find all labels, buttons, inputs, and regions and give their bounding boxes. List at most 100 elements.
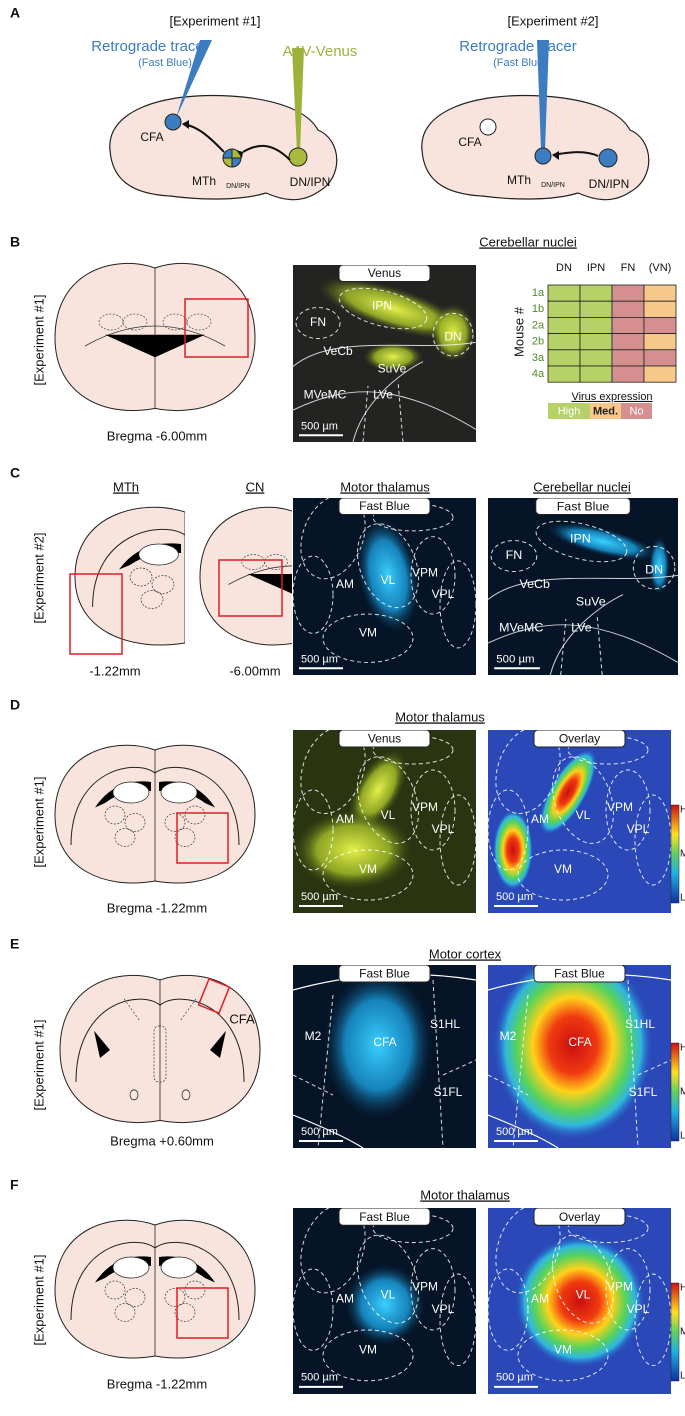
table-cell: [612, 301, 644, 317]
region-label: MVeMC: [304, 388, 347, 402]
nucleus: [113, 1257, 149, 1278]
region-label: VeCb: [323, 344, 353, 358]
section-header: Motor cortex: [429, 946, 502, 961]
region-label: IPN: [372, 299, 392, 313]
section-header: Motor thalamus: [420, 1187, 510, 1202]
row-label: 1b: [532, 303, 544, 315]
micrograph: AMVLVPMVPLVMFast Blue500 µm: [289, 1195, 476, 1394]
table-cell: [548, 285, 580, 301]
table-cell: [644, 301, 676, 317]
table-cell: [548, 317, 580, 333]
region-label: VPM: [607, 800, 633, 814]
level-label: -1.22mm: [89, 663, 140, 678]
section-header: CN: [246, 479, 265, 494]
region-label: LVe: [373, 388, 393, 402]
table-cell: [644, 366, 676, 382]
stain-label: Overlay: [559, 1210, 601, 1224]
figure: A[Experiment #1]Retrograde tracer(Fast B…: [0, 0, 685, 1416]
region-label: VL: [381, 573, 396, 587]
row-label: 3a: [532, 352, 545, 364]
site-label: MTh: [507, 173, 531, 187]
section-header: Cerebellar nuclei: [533, 479, 631, 494]
colorbar: [671, 1043, 679, 1141]
region-label: VPL: [627, 822, 650, 836]
table-cell: [580, 350, 612, 366]
table-cell: [644, 317, 676, 333]
nucleus: [139, 544, 179, 565]
region-label: S1FL: [629, 1085, 658, 1099]
region-label: VL: [576, 1288, 591, 1302]
region-label: VL: [381, 808, 396, 822]
region-label: M2: [500, 1029, 517, 1043]
injection-site: [165, 114, 181, 130]
region-label: VPM: [607, 1279, 633, 1293]
region-label: VL: [381, 1288, 396, 1302]
region-label: DN: [444, 330, 461, 344]
row-label: 4a: [532, 368, 545, 380]
region-label: AM: [531, 812, 549, 826]
bregma-label: Bregma -1.22mm: [107, 1376, 207, 1391]
micrograph: AMVLVPMVPLVMFast Blue500 µm: [289, 486, 476, 675]
table-cell: [644, 285, 676, 301]
table-cell: [580, 317, 612, 333]
region-label: VL: [576, 808, 591, 822]
scale-label: 500 µm: [496, 1126, 533, 1138]
section-header: Cerebellar nuclei: [479, 234, 577, 249]
table-cell: [548, 334, 580, 350]
region-label: CFA: [568, 1035, 591, 1049]
table-cell: [612, 285, 644, 301]
region-label: VPM: [412, 1279, 438, 1293]
row-label: 2a: [532, 319, 545, 331]
panel-letter: E: [10, 936, 19, 952]
column-header: IPN: [587, 262, 605, 274]
colorbar-label: H: [680, 805, 685, 816]
micrograph: AMVLVPMVPLVMOverlay500 µm: [484, 717, 671, 913]
micrograph: AMVLVPMVPLVMOverlay500 µm: [484, 1195, 671, 1394]
region-label: VPM: [412, 566, 438, 580]
experiment-title: [Experiment #1]: [169, 13, 260, 28]
section-header: Motor thalamus: [395, 709, 485, 724]
region-label: AM: [336, 577, 354, 591]
region-label: S1HL: [625, 1017, 655, 1031]
table-cell: [580, 366, 612, 382]
column-header: FN: [621, 262, 636, 274]
column-header: (VN): [649, 262, 672, 274]
site: [480, 119, 496, 135]
column-header: DN: [556, 262, 572, 274]
nucleus: [161, 782, 197, 803]
region-label: S1HL: [430, 1017, 460, 1031]
micrograph: M2CFAS1HLS1FLFast Blue500 µm: [488, 950, 671, 1148]
stain-label: Venus: [368, 266, 401, 280]
tracer-note: (Fast Blue): [138, 57, 192, 69]
experiment-side-label: [Experiment #1]: [31, 1019, 46, 1110]
site-label: MTh: [192, 174, 216, 188]
table-cell: [548, 350, 580, 366]
scale-label: 500 µm: [496, 891, 533, 903]
scale-label: 500 µm: [496, 1372, 533, 1384]
table-cell: [612, 317, 644, 333]
panel-letter: C: [10, 465, 20, 481]
region-label: VPM: [412, 800, 438, 814]
region-label: MVeMC: [499, 621, 544, 634]
region-label: VPL: [432, 822, 455, 836]
region-label: FN: [506, 549, 523, 562]
colorbar-label: M: [680, 1327, 685, 1338]
nucleus: [113, 782, 149, 803]
region-label: IPN: [570, 532, 591, 545]
region-label: CFA: [373, 1035, 396, 1049]
stain-label: Fast Blue: [359, 499, 410, 513]
region-label: VM: [359, 626, 377, 640]
injection-site: [289, 148, 307, 166]
bregma-label: Bregma +0.60mm: [110, 1133, 214, 1148]
panel-letter: F: [10, 1177, 19, 1193]
box-label: CFA: [229, 1011, 255, 1026]
legend-label: Med.: [593, 405, 618, 417]
scale-label: 500 µm: [301, 891, 338, 903]
scale-label: 500 µm: [301, 1126, 338, 1138]
region-label: SuVe: [378, 362, 407, 376]
micrograph: FNIPNDNVeCbSuVeMVeMCLVeFast Blue500 µm: [488, 498, 678, 675]
legend-label: High: [558, 405, 581, 417]
legend-label: No: [629, 405, 643, 417]
region-label: S1FL: [434, 1085, 463, 1099]
region-label: LVe: [571, 621, 592, 634]
